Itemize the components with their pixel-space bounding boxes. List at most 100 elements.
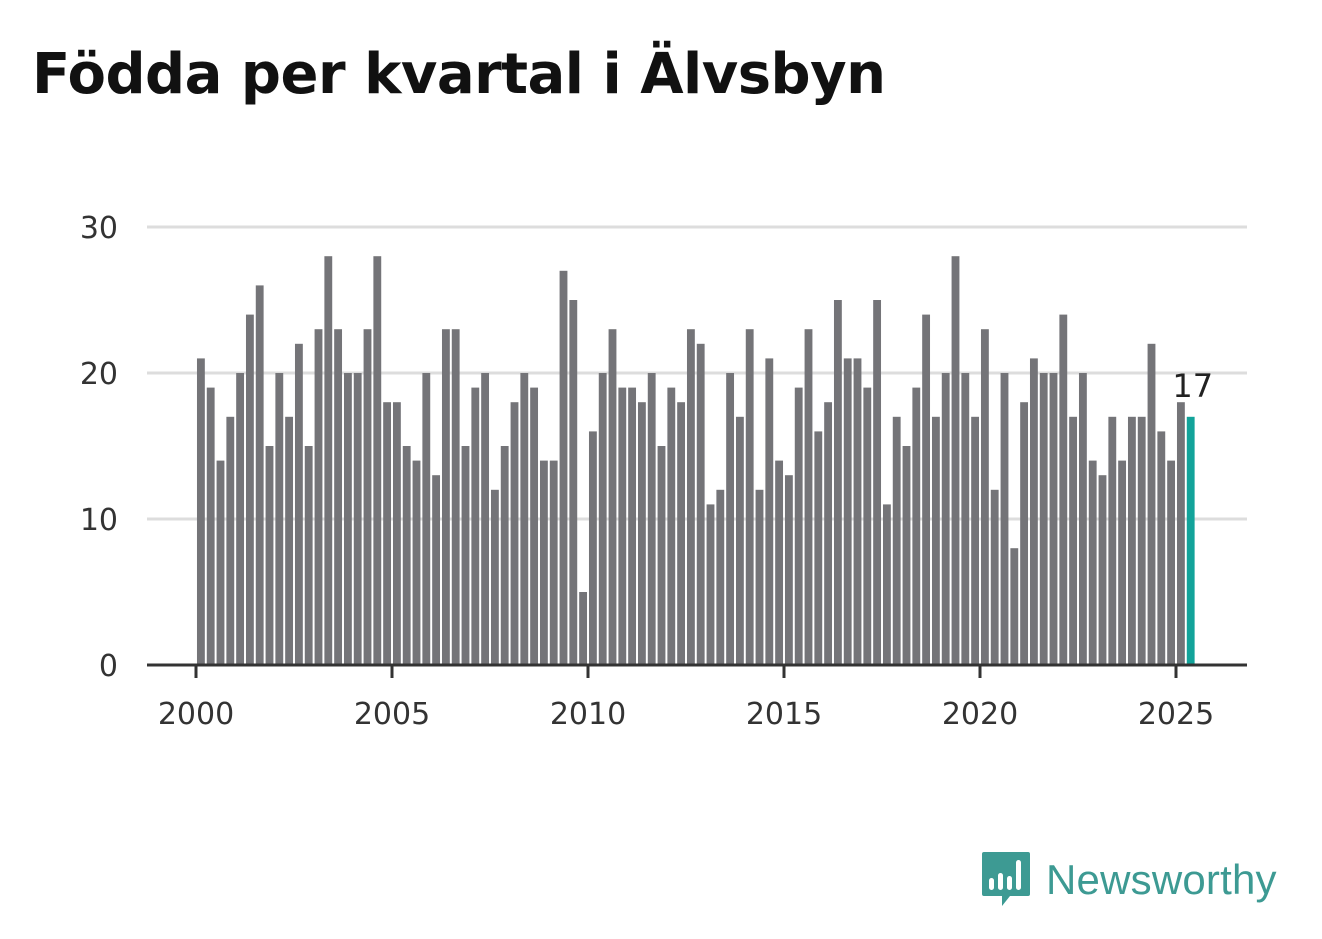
bar: [922, 314, 931, 665]
bar: [765, 358, 774, 665]
newsworthy-logo-icon: [982, 852, 1030, 906]
bar: [461, 446, 470, 665]
bar: [353, 373, 362, 665]
latest-value-label: 17: [1172, 367, 1213, 405]
bar: [863, 387, 872, 665]
bar: [314, 329, 323, 665]
x-tick-label: 2010: [550, 697, 626, 732]
bar: [451, 329, 460, 665]
bar: [1147, 343, 1156, 665]
bar: [775, 460, 784, 665]
x-tick-label: 2025: [1138, 697, 1214, 732]
x-tick-label: 2015: [746, 697, 822, 732]
bar: [706, 504, 715, 665]
bar: [559, 270, 568, 665]
bar: [481, 373, 490, 665]
bar: [490, 489, 499, 665]
bar: [804, 329, 813, 665]
x-tick-label: 2005: [354, 697, 430, 732]
bar: [285, 416, 294, 665]
bar: [539, 460, 548, 665]
bar: [853, 358, 862, 665]
bar: [941, 373, 950, 665]
bar: [755, 489, 764, 665]
bar: [569, 300, 578, 665]
bar: [1078, 373, 1087, 665]
bar: [432, 475, 441, 665]
x-tick-label: 2000: [158, 697, 234, 732]
bar: [951, 256, 960, 665]
bar: [980, 329, 989, 665]
bar: [1088, 460, 1097, 665]
bar: [608, 329, 617, 665]
bar: [794, 387, 803, 665]
bar: [735, 416, 744, 665]
bar: [696, 343, 705, 665]
bar: [637, 402, 646, 665]
bar: [745, 329, 754, 665]
bar: [1167, 460, 1176, 665]
bar: [647, 373, 656, 665]
bar: [892, 416, 901, 665]
bar: [1098, 475, 1107, 665]
bar: [334, 329, 343, 665]
newsworthy-brand: Newsworthy: [980, 850, 1277, 910]
y-tick-label: 20: [80, 357, 118, 392]
chart-title: Födda per kvartal i Älvsbyn: [32, 42, 886, 107]
bar: [677, 402, 686, 665]
bar: [422, 373, 431, 665]
bar: [726, 373, 735, 665]
y-tick-label: 0: [99, 649, 118, 684]
bar: [1000, 373, 1009, 665]
bar: [657, 446, 666, 665]
bar: [716, 489, 725, 665]
bar: [402, 446, 411, 665]
bar: [255, 285, 264, 665]
bar: [510, 402, 519, 665]
bar: [579, 592, 588, 665]
x-tick-label: 2020: [942, 697, 1018, 732]
bar: [216, 460, 225, 665]
bar: [990, 489, 999, 665]
bars: [196, 256, 1195, 665]
bar: [1029, 358, 1038, 665]
axes: [147, 663, 1247, 678]
bar: [304, 446, 313, 665]
bar: [383, 402, 392, 665]
bar: [324, 256, 333, 665]
y-tick-label: 10: [80, 503, 118, 538]
bar: [412, 460, 421, 665]
bar: [618, 387, 627, 665]
bar: [1039, 373, 1048, 665]
bar: [931, 416, 940, 665]
bar: [363, 329, 372, 665]
bar: [265, 446, 274, 665]
bar: [1049, 373, 1058, 665]
bar: [686, 329, 695, 665]
bar: [500, 446, 509, 665]
bar: [392, 402, 401, 665]
bar: [1157, 431, 1166, 665]
bar: [1010, 548, 1019, 665]
bar: [226, 416, 235, 665]
bar: [1118, 460, 1127, 665]
bar: [833, 300, 842, 665]
bar: [912, 387, 921, 665]
bar: [902, 446, 911, 665]
bar: [588, 431, 597, 665]
bar: [520, 373, 529, 665]
bar: [471, 387, 480, 665]
bar: [549, 460, 558, 665]
bar: [784, 475, 793, 665]
bar: [1176, 402, 1185, 665]
tick-labels: 0 10 20 30 17 2000 2005 2010 2015 2020 2025: [80, 211, 1214, 732]
bar: [1137, 416, 1146, 665]
bar: [873, 300, 882, 665]
bar: [961, 373, 970, 665]
bar: [843, 358, 852, 665]
bar: [294, 343, 303, 665]
y-tick-label: 30: [80, 211, 118, 246]
bar: [1069, 416, 1078, 665]
bar: [343, 373, 352, 665]
